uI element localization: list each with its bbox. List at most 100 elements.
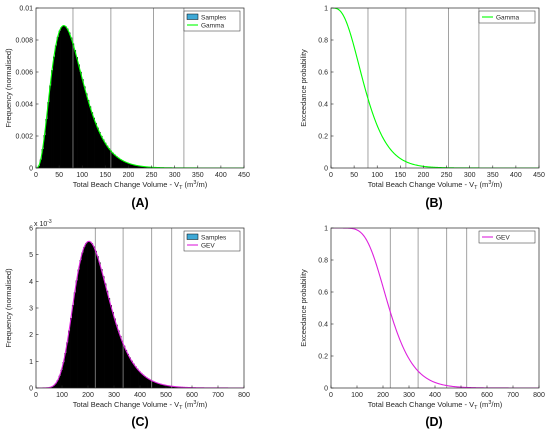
histogram-bar	[79, 71, 82, 168]
y-tick-label: 0.004	[15, 102, 33, 109]
histogram-bar	[53, 385, 56, 388]
histogram-bar	[162, 384, 165, 388]
y-tick-label: 5	[29, 252, 33, 259]
y-axis-label: Exceedance probability	[299, 269, 308, 347]
x-tick-label: 50	[350, 172, 358, 179]
chart-panel-c: 0 100 200 300 400 500 600 700 800 0 1 2 3 4 5 6x 10-3 To…	[4, 219, 250, 429]
histogram-bar	[53, 56, 56, 168]
histogram-bar	[88, 241, 92, 388]
chart-panel-a: 0 50 100 150 200 250 300 350 400 450 0 0.002 0.004 0.…	[4, 6, 250, 211]
x-axis-label-main: Total Beach Change Volume - V	[368, 400, 474, 409]
y-multiplier-label: x 10-3	[34, 219, 52, 228]
histogram-bar	[124, 162, 128, 168]
histogram-bar	[85, 243, 88, 388]
histogram-bar	[145, 377, 148, 388]
x-tick-label: 250	[146, 172, 158, 179]
plot-area	[331, 228, 539, 388]
x-tick-label: 50	[55, 172, 63, 179]
x-tick-label: 200	[377, 392, 389, 399]
histogram-bar	[107, 298, 111, 388]
x-tick-label: 150	[99, 172, 111, 179]
histogram-bar	[87, 100, 90, 168]
x-axis-label-main: Total Beach Change Volume - V	[73, 400, 179, 409]
histogram-bar	[102, 139, 105, 168]
histogram-bar	[56, 380, 60, 388]
histogram-bar	[79, 260, 82, 388]
fitted-curve	[331, 8, 539, 168]
x-tick-label: 100	[76, 172, 88, 179]
histogram-bar	[92, 117, 95, 168]
histogram-bar	[43, 135, 46, 168]
histogram-bar	[47, 102, 50, 168]
x-tick-label: 300	[169, 172, 181, 179]
x-tick-label: 700	[212, 392, 224, 399]
histogram-bar	[85, 93, 88, 168]
histogram-bar	[143, 166, 147, 168]
histogram-bar	[87, 241, 90, 388]
histogram-bar	[54, 383, 58, 388]
y-tick-label: 4	[29, 279, 33, 286]
x-tick-label: 300	[464, 172, 476, 179]
x-axis-label-superscript: 3	[488, 180, 491, 186]
histogram-bar	[96, 127, 99, 168]
y-tick-label: 1	[29, 359, 33, 366]
x-tick-label: 600	[481, 392, 493, 399]
x-tick-label: 200	[82, 392, 94, 399]
y-tick-label: 0	[324, 166, 328, 173]
y-tick-label: 0.006	[15, 70, 33, 77]
x-tick-label: 300	[108, 392, 120, 399]
histogram-bar	[90, 243, 94, 388]
x-tick-label: 500	[455, 392, 467, 399]
histogram-bar	[121, 340, 124, 388]
legend: Gamma	[478, 10, 536, 24]
x-tick-label: 100	[351, 392, 363, 399]
x-axis-label-subscript: T	[474, 405, 478, 411]
x-tick-label: 400	[134, 392, 146, 399]
x-axis-label-superscript: 3	[488, 400, 491, 406]
y-tick-label: 0.01	[19, 6, 33, 13]
histogram-bar	[83, 86, 86, 168]
histogram-bar	[49, 85, 52, 168]
y-tick-label: 0	[29, 386, 33, 393]
histogram-bar	[64, 26, 67, 168]
histogram-bar	[71, 305, 75, 388]
histogram-bar	[107, 148, 111, 168]
y-axis-label: Exceedance probability	[299, 49, 308, 127]
histogram-bar	[174, 386, 177, 388]
x-axis-label-subscript: T	[179, 185, 183, 191]
histogram-bar	[98, 131, 101, 168]
histogram-bar	[45, 119, 48, 168]
axes-box	[330, 7, 540, 169]
histogram-bar	[66, 342, 69, 388]
legend-entry: Samples	[201, 234, 227, 241]
x-axis-label-subscript: T	[179, 405, 183, 411]
histogram-bar	[88, 106, 92, 168]
x-axis-label-subscript: T	[474, 185, 478, 191]
histogram-bar	[140, 166, 143, 168]
y-tick-label: 0.6	[318, 70, 328, 77]
plot-content	[36, 8, 244, 168]
histogram-bar	[115, 324, 118, 388]
x-tick-label: 250	[441, 172, 453, 179]
y-tick-label: 0.8	[318, 258, 328, 265]
histogram-bar	[66, 28, 69, 168]
y-tick-label: 0.6	[318, 290, 328, 297]
histogram-bar	[81, 252, 84, 388]
panel-label: (C)	[131, 415, 148, 429]
histogram-bar	[81, 79, 84, 168]
legend-entry: GEV	[496, 234, 510, 241]
histogram-bar	[60, 27, 63, 168]
y-tick-label: 0.4	[318, 102, 328, 109]
histogram-bar	[126, 353, 130, 388]
histogram-bar	[119, 159, 122, 168]
histogram-bar	[128, 163, 131, 168]
histogram-bar	[75, 280, 78, 388]
x-tick-label: 200	[123, 172, 135, 179]
histogram-bar	[51, 386, 54, 388]
y-tick-label: 0.2	[318, 134, 328, 141]
histogram-bar	[136, 165, 139, 168]
histogram-bar	[141, 166, 145, 168]
chart-panel-b: 0 50 100 150 200 250 300 350 400 450 0 0.2 0.4 0.6 0.8…	[299, 6, 545, 211]
